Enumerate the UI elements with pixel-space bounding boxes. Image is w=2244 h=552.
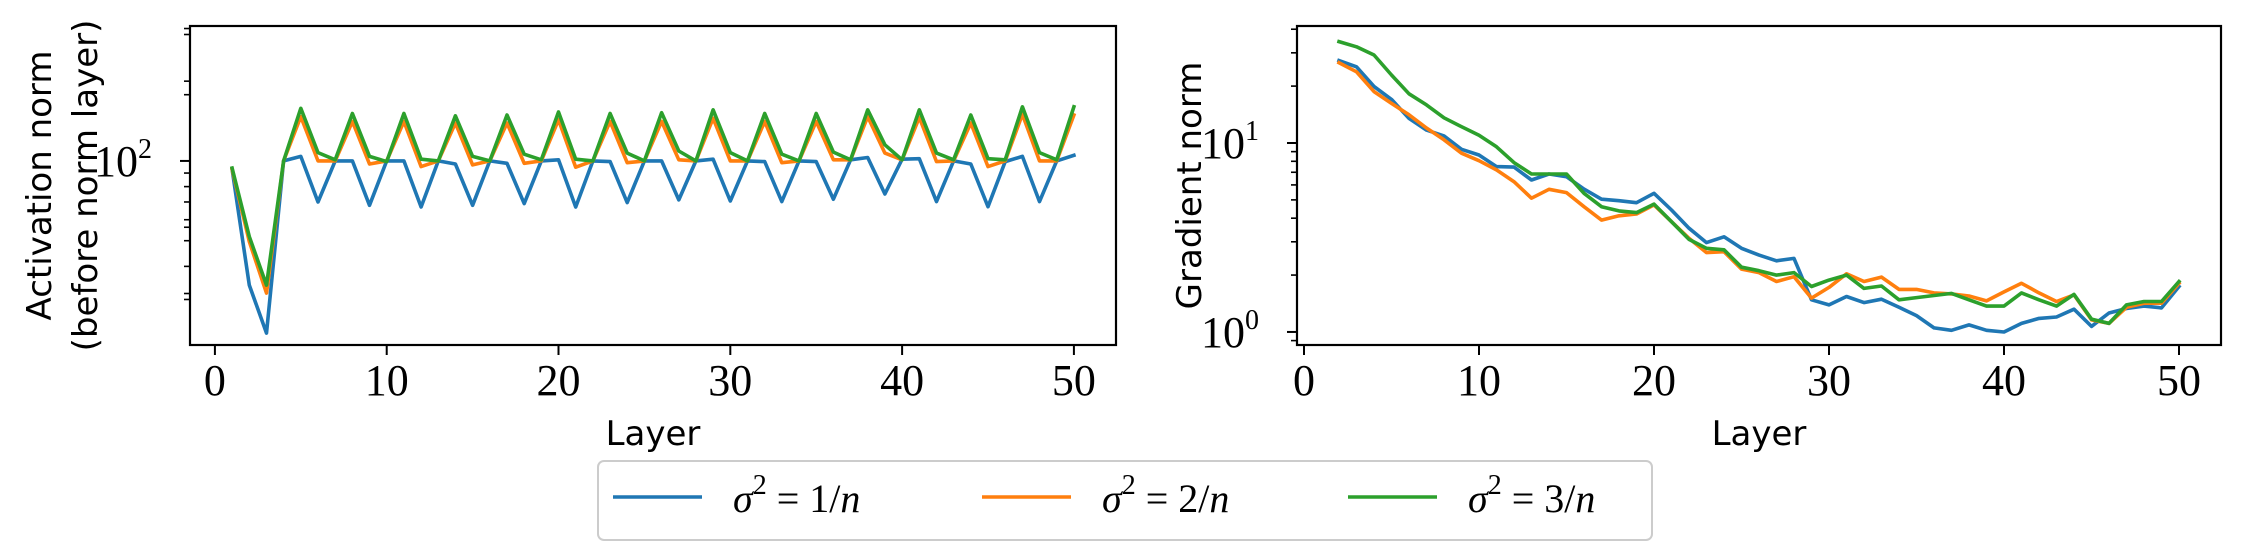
y-axis-label: Activation norm xyxy=(20,51,60,321)
series-line-1 xyxy=(1336,58,2182,334)
x-tick-label: 20 xyxy=(537,356,581,405)
legend-label: σ2 = 3/n xyxy=(1468,470,1595,521)
y-tick-label: 101 xyxy=(1201,116,1259,168)
x-tick-label: 0 xyxy=(204,356,226,405)
y-tick-label-exp: 2 xyxy=(138,134,152,165)
y-tick-label-base: 10 xyxy=(1201,308,1245,357)
legend-entry: σ2 = 2/n xyxy=(982,470,1229,521)
series-line-3 xyxy=(229,104,1077,287)
x-tick-label: 30 xyxy=(708,356,752,405)
legend-exp: 2 xyxy=(1488,470,1502,501)
legend-exp: 2 xyxy=(1122,470,1136,501)
x-axis-label: Layer xyxy=(1712,414,1807,454)
x-tick-label: 10 xyxy=(1457,356,1501,405)
x-tick-label: 20 xyxy=(1632,356,1676,405)
series-group xyxy=(1336,39,2182,334)
legend-eq: = 3/ xyxy=(1502,476,1577,521)
x-tick-label: 30 xyxy=(1807,356,1851,405)
y-tick-label-exp: 1 xyxy=(1245,116,1259,147)
y-tick-label: 100 xyxy=(1201,305,1259,357)
x-tick-label: 10 xyxy=(365,356,409,405)
x-tick-label: 40 xyxy=(880,356,924,405)
legend-var: n xyxy=(1209,476,1229,521)
legend-symbol: σ xyxy=(1102,476,1123,521)
series-line-1 xyxy=(230,153,1077,335)
y-axis-label: (before norm layer) xyxy=(66,20,106,352)
y-tick-label: 102 xyxy=(94,134,152,186)
series-line-3 xyxy=(1336,39,2182,326)
legend-var: n xyxy=(840,476,860,521)
series-group xyxy=(229,104,1077,335)
x-tick-label: 50 xyxy=(2157,356,2201,405)
axes-frame xyxy=(1295,24,2223,347)
legend-entry: σ2 = 3/n xyxy=(1348,470,1595,521)
y-axis-label: Gradient norm xyxy=(1170,62,1210,310)
legend-symbol: σ xyxy=(733,476,754,521)
legend-eq: = 2/ xyxy=(1136,476,1211,521)
y-tick-label-exp: 0 xyxy=(1245,305,1259,336)
legend-frame xyxy=(597,460,1653,541)
legend-exp: 2 xyxy=(753,470,767,501)
legend-var: n xyxy=(1575,476,1595,521)
x-tick-label: 40 xyxy=(1982,356,2026,405)
axes-frame xyxy=(188,24,1118,347)
y-tick-label-base: 10 xyxy=(94,137,138,186)
legend-label: σ2 = 2/n xyxy=(1102,470,1229,521)
legend-entry: σ2 = 1/n xyxy=(613,470,860,521)
series-line-2 xyxy=(1336,60,2182,326)
x-tick-label: 0 xyxy=(1293,356,1315,405)
legend: σ2 = 1/n σ2 = 2/n σ2 = 3/n xyxy=(597,460,1653,541)
x-axis-label: Layer xyxy=(606,414,701,454)
x-tick-label: 50 xyxy=(1052,356,1096,405)
legend-label: σ2 = 1/n xyxy=(733,470,860,521)
legend-symbol: σ xyxy=(1468,476,1489,521)
y-tick-label-base: 10 xyxy=(1201,119,1245,168)
legend-eq: = 1/ xyxy=(767,476,842,521)
